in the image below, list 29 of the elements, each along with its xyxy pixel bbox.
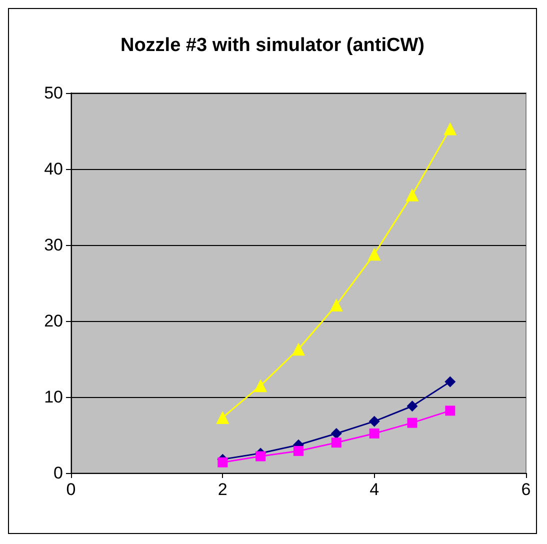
chart-title: Nozzle #3 with simulator (antiCW): [120, 35, 425, 56]
point: [216, 411, 230, 424]
point: [294, 446, 304, 456]
point: [444, 122, 457, 136]
point: [407, 418, 418, 428]
y-tick-label: 50: [44, 84, 63, 102]
y-tick-label: 30: [44, 236, 63, 254]
x-tick-label: 2: [218, 480, 228, 499]
point: [292, 342, 305, 356]
y-tick-label: 40: [44, 160, 63, 178]
x-tick-label: 0: [66, 480, 76, 499]
point: [331, 438, 342, 448]
point: [406, 400, 418, 412]
point: [218, 457, 228, 468]
point: [368, 416, 380, 427]
point: [330, 428, 342, 439]
point: [406, 188, 419, 202]
point: [330, 298, 343, 312]
point: [254, 379, 268, 392]
x-tick-label: 4: [370, 480, 380, 499]
y-tick-label: 10: [44, 388, 63, 406]
point: [256, 451, 266, 462]
y-tick-label: 20: [44, 312, 63, 330]
point: [445, 406, 456, 416]
x-tick-label: 6: [521, 480, 531, 499]
y-tick-label: 0: [54, 464, 63, 482]
point: [369, 428, 380, 438]
point: [444, 376, 456, 388]
point: [368, 248, 381, 261]
